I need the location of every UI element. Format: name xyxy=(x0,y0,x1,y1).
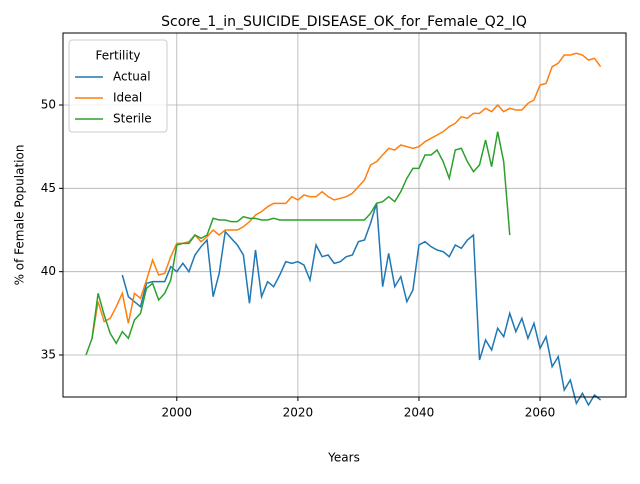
axes: 2000 2020 2040 2060 35 40 45 50 xyxy=(41,98,556,420)
lines xyxy=(85,52,602,407)
x-axis-label: Years xyxy=(327,451,360,465)
y-tick-label: 40 xyxy=(41,264,56,278)
x-tick-label: 2000 xyxy=(162,406,193,420)
chart-title: Score_1_in_SUICIDE_DISEASE_OK_for_Female… xyxy=(161,14,527,30)
x-tick-label: 2060 xyxy=(525,406,556,420)
y-tick-label: 45 xyxy=(41,181,56,195)
legend-label: Sterile xyxy=(113,112,152,126)
legend: Fertility Actual Ideal Sterile xyxy=(68,39,168,133)
legend-title: Fertility xyxy=(95,49,140,63)
series-line xyxy=(85,131,511,356)
x-tick-label: 2040 xyxy=(404,406,435,420)
series-line xyxy=(121,203,602,407)
series-line xyxy=(91,52,602,339)
legend-label: Actual xyxy=(113,70,151,84)
y-tick-label: 35 xyxy=(41,348,56,362)
legend-label: Ideal xyxy=(113,91,142,105)
x-tick-label: 2020 xyxy=(283,406,314,420)
y-tick-label: 50 xyxy=(41,98,56,112)
plot-frame xyxy=(62,32,627,398)
y-axis-label: % of Female Population xyxy=(13,145,27,286)
legend-box xyxy=(68,39,168,133)
